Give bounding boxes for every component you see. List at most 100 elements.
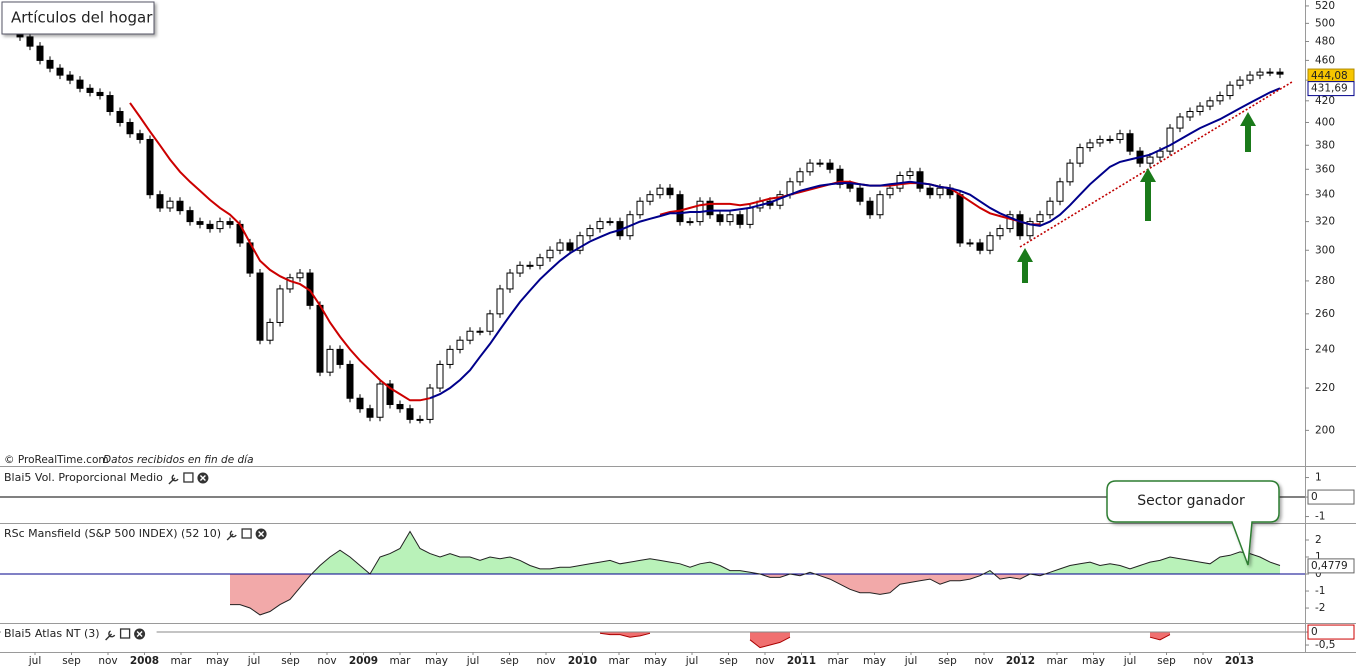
candle [1186,111,1194,118]
candle [926,187,934,196]
candle [536,257,544,266]
candle [846,183,854,189]
candle [606,221,614,224]
candle [1096,138,1104,144]
x-tick-label: jul [685,655,699,667]
arrows [1017,112,1256,283]
candle [1106,138,1114,141]
candle [746,207,754,225]
candle [1236,79,1244,86]
x-tick-label: jul [28,655,42,667]
x-tick-label: nov [98,655,117,667]
y-tick-label: 520 [1315,0,1335,12]
value-label: 431,69 [1311,83,1348,95]
candle [736,214,744,225]
candle [76,79,84,89]
candle [976,242,984,251]
candle [276,288,284,323]
y-tick-label: -1 [1315,585,1325,597]
candle [1256,71,1264,76]
icon-window [119,628,131,639]
panel-header: Blai5 Atlas NT (3) [1,626,157,642]
candle [176,200,184,212]
candle [406,408,414,420]
panel-header: Blai5 Vol. Proporcional Medio [1,470,220,486]
y-tick-label: -1 [1315,511,1325,523]
y-tick-label: 0 [1315,568,1322,580]
icon-close-x [136,631,143,637]
value-box [1307,489,1355,505]
panel-title-bg [1,470,220,486]
candle [326,348,334,373]
x-tick-label: sep [62,655,81,667]
line-series [129,102,1040,402]
x-tick-label: nov [1193,655,1212,667]
candle [556,242,564,251]
candle [1016,214,1024,237]
x-tick-label: mar [828,655,850,667]
candle [986,235,994,251]
y-tick-label: 420 [1315,95,1335,107]
x-tick-label: may [1082,655,1105,667]
candle [226,221,234,225]
candle [86,87,94,93]
value-label: 0 [1311,626,1318,638]
candle [206,223,214,230]
area-above-group [230,531,1280,615]
x-tick-label: mar [171,655,193,667]
y-tick-label: 380 [1315,139,1335,151]
y-tick-label: 2 [1315,534,1322,546]
candle [316,304,324,373]
x-tick-label: nov [974,655,993,667]
candle [146,138,154,196]
callout: Sector ganador [1106,480,1280,566]
current-value: 0 [1307,624,1355,640]
x-tick-label: nov [536,655,555,667]
icon-window [183,472,194,483]
panel-title: Blai5 Atlas NT (3) [4,627,100,640]
x-tick-label: 2010 [568,655,597,667]
value-label: 0,4779 [1311,560,1348,572]
x-tick-label: jul [247,655,261,667]
candle [136,133,144,140]
candle [586,228,594,237]
candle [286,277,294,290]
value-box [1307,558,1355,574]
candle [1066,162,1074,183]
x-tick-label: sep [281,655,300,667]
candle [166,200,174,209]
candle [876,194,884,216]
line-series [599,632,1171,649]
y-tick-label: -2 [1315,602,1325,614]
candle [1076,147,1084,164]
current-value: 0 [1307,489,1355,505]
candle [66,74,74,81]
candle [36,45,44,61]
x-tick-label: nov [755,655,774,667]
candle [446,348,454,365]
candle [576,235,584,251]
candle [1026,221,1034,237]
candle [296,272,304,279]
candle [646,194,654,202]
candle [916,171,924,189]
panel-title-bg [1,526,279,542]
candle [1266,71,1274,74]
candle [1246,74,1254,81]
candle [1056,181,1064,202]
y-tick-label: -0,5 [1315,639,1336,651]
value-label: 0 [1311,491,1318,503]
arrow [1240,112,1256,152]
candle [686,221,694,224]
candle [796,171,804,183]
panel-title-bg [1,626,157,642]
x-tick-label: sep [500,655,519,667]
candle [196,221,204,225]
candle [1006,214,1014,230]
candle [356,397,364,410]
x-tick-label: 2008 [130,655,159,667]
candle [1036,214,1044,223]
y-tick-label: 240 [1315,343,1335,355]
candle [1146,156,1154,164]
